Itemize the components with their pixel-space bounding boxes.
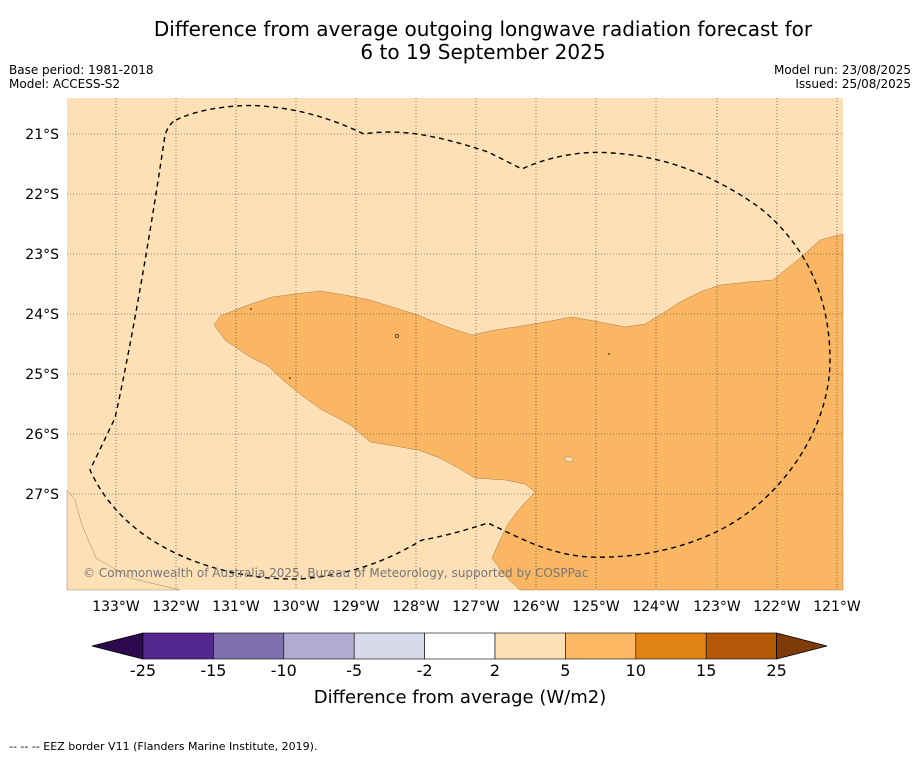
colorbar-tick-label: -25 — [130, 661, 156, 680]
colorbar-swatch — [565, 632, 637, 660]
colorbar-tick-label: 15 — [696, 661, 716, 680]
colorbar-swatch — [142, 632, 214, 660]
lat-label: 26°S — [25, 427, 59, 443]
small-dot-1 — [250, 308, 252, 310]
meta-left: Base period: 1981-2018 Model: ACCESS-S2 — [9, 63, 154, 91]
colorbar-tick-label: -10 — [271, 661, 297, 680]
lon-label: 128°W — [392, 599, 440, 615]
lon-label: 124°W — [632, 599, 680, 615]
colorbar-extend-high — [776, 632, 828, 660]
lat-label: 21°S — [25, 127, 59, 143]
copyright-notice: © Commonwealth of Australia 2025, Bureau… — [83, 566, 588, 580]
lon-label: 122°W — [753, 599, 801, 615]
meta-right: Model run: 23/08/2025 Issued: 25/08/2025 — [774, 63, 911, 91]
colorbar-swatch — [705, 632, 777, 660]
latitude-labels: 21°S 22°S 23°S 24°S 25°S 26°S 27°S — [25, 127, 59, 503]
colorbar-tick-label: -15 — [200, 661, 226, 680]
small-dot-2 — [289, 377, 291, 379]
title-line-1: Difference from average outgoing longwav… — [153, 17, 813, 41]
lat-label: 24°S — [25, 307, 59, 323]
title-line-2: 6 to 19 September 2025 — [360, 40, 606, 64]
eez-border — [89, 104, 831, 580]
lon-label: 123°W — [693, 599, 741, 615]
lon-label: 132°W — [152, 599, 200, 615]
lat-label: 27°S — [25, 487, 59, 503]
colorbar-swatch — [283, 632, 355, 660]
lat-label: 23°S — [25, 247, 59, 263]
model-name: Model: ACCESS-S2 — [9, 77, 121, 91]
colorbar-swatch — [494, 632, 566, 660]
longitude-labels: 133°W 132°W 131°W 130°W 129°W 128°W 127°W 126°W… — [92, 599, 861, 615]
colorbar-swatch — [424, 632, 496, 660]
colorbar-swatch — [213, 632, 285, 660]
lon-label: 126°W — [512, 599, 560, 615]
anomaly-region-5-10 — [213, 233, 844, 591]
colorbar-tick-label: 25 — [766, 661, 786, 680]
issued-date: Issued: 25/08/2025 — [795, 77, 911, 91]
lon-label: 129°W — [332, 599, 380, 615]
lat-label: 25°S — [25, 367, 59, 383]
small-contour-2 — [395, 334, 399, 338]
model-run: Model run: 23/08/2025 — [773, 63, 911, 77]
colorbar-extend-low — [91, 632, 144, 660]
colorbar-tick-label: 10 — [626, 661, 646, 680]
footnote: -- -- -- EEZ border V11 (Flanders Marine… — [9, 740, 318, 753]
lon-label: 121°W — [813, 599, 861, 615]
colorbar-tick-label: -2 — [417, 661, 433, 680]
base-period: Base period: 1981-2018 — [9, 63, 154, 77]
colorbar: -25 -15 -10 -5 -2 2 5 10 15 25 — [91, 632, 828, 680]
small-dot-3 — [608, 353, 610, 355]
lat-label: 22°S — [25, 187, 59, 203]
graticule — [67, 98, 843, 590]
lon-label: 125°W — [572, 599, 620, 615]
colorbar-label: Difference from average (W/m2) — [314, 687, 606, 708]
lower-left-contour — [66, 489, 181, 591]
colorbar-tick-label: 2 — [490, 661, 500, 680]
lon-label: 133°W — [92, 599, 140, 615]
colorbar-tick-label: 5 — [560, 661, 570, 680]
chart-title: Difference from average outgoing longwav… — [0, 18, 919, 64]
lon-label: 130°W — [272, 599, 320, 615]
colorbar-swatch — [353, 632, 425, 660]
colorbar-tick-label: -5 — [346, 661, 362, 680]
small-contour-1 — [563, 456, 574, 462]
colorbar-swatch — [635, 632, 707, 660]
lon-label: 131°W — [212, 599, 260, 615]
lon-label: 127°W — [452, 599, 500, 615]
